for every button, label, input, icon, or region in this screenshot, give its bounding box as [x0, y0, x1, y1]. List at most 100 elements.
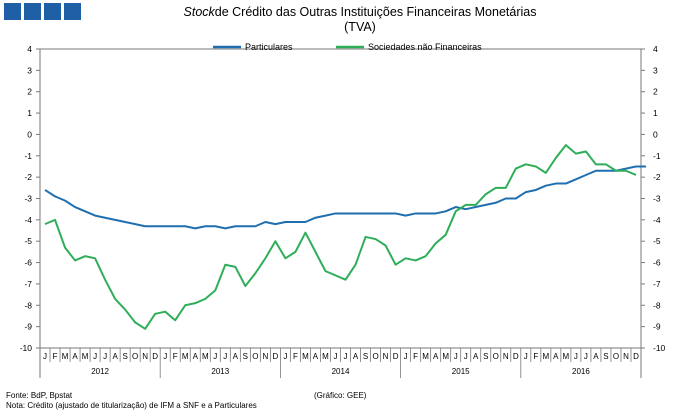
x-month-label: A — [473, 352, 479, 361]
y-tick-label-left: -6 — [24, 258, 32, 268]
x-month-label: J — [404, 352, 408, 361]
y-tick-label-left: 1 — [27, 108, 32, 118]
y-tick-label-right: 1 — [653, 108, 658, 118]
x-month-label: S — [483, 352, 488, 361]
chart-title-rest: de Crédito das Outras Instituições Finan… — [214, 5, 537, 19]
y-tick-label-right: -6 — [653, 258, 661, 268]
x-month-label: J — [524, 352, 528, 361]
x-month-label: N — [142, 352, 148, 361]
x-year-label: 2014 — [332, 367, 350, 376]
x-month-label: M — [182, 352, 189, 361]
x-year-label: 2012 — [91, 367, 109, 376]
x-month-label: O — [493, 352, 499, 361]
y-tick-label-left: -4 — [24, 215, 32, 225]
x-month-label: M — [62, 352, 69, 361]
legend-label: Particulares — [245, 42, 293, 52]
y-tick-label-right: 2 — [653, 87, 658, 97]
y-tick-label-right: 3 — [653, 65, 658, 75]
y-tick-label-right: -3 — [653, 194, 661, 204]
x-month-label: J — [163, 352, 167, 361]
x-month-label: F — [293, 352, 298, 361]
y-tick-label-left: -10 — [20, 343, 33, 353]
x-month-label: A — [433, 352, 439, 361]
y-tick-label-right: -1 — [653, 151, 661, 161]
x-month-label: J — [43, 352, 47, 361]
plot-frame — [39, 48, 642, 349]
graph-credit: (Gráfico: GEE) — [314, 391, 367, 400]
x-month-label: M — [442, 352, 449, 361]
x-month-label: M — [202, 352, 209, 361]
chart-title-italic: Stock — [183, 5, 215, 19]
x-month-label: O — [252, 352, 258, 361]
x-month-label: J — [464, 352, 468, 361]
logo-square — [64, 3, 81, 20]
logo-square — [24, 3, 41, 20]
y-tick-label-left: -8 — [24, 300, 32, 310]
x-month-label: F — [53, 352, 58, 361]
x-month-label: D — [393, 352, 399, 361]
y-tick-label-left: 3 — [27, 65, 32, 75]
x-month-label: A — [313, 352, 319, 361]
y-tick-label-right: -4 — [653, 215, 661, 225]
y-tick-label-right: -8 — [653, 300, 661, 310]
x-month-label: N — [503, 352, 509, 361]
x-month-label: O — [372, 352, 378, 361]
x-year-label: 2016 — [572, 367, 590, 376]
x-month-label: S — [243, 352, 248, 361]
y-tick-label-right: -2 — [653, 172, 661, 182]
x-month-label: D — [152, 352, 158, 361]
x-month-label: S — [363, 352, 368, 361]
logo-square — [44, 3, 61, 20]
x-month-label: J — [333, 352, 337, 361]
x-month-label: S — [122, 352, 127, 361]
x-month-label: J — [454, 352, 458, 361]
x-month-label: F — [413, 352, 418, 361]
x-month-label: J — [213, 352, 217, 361]
x-month-label: A — [553, 352, 559, 361]
y-tick-label-left: -9 — [24, 322, 32, 332]
x-month-label: S — [603, 352, 608, 361]
y-tick-label-left: 4 — [27, 44, 32, 54]
x-year-label: 2013 — [211, 367, 229, 376]
x-month-label: A — [112, 352, 118, 361]
y-tick-label-right: 0 — [653, 129, 658, 139]
x-year-label: 2015 — [452, 367, 470, 376]
x-month-label: D — [513, 352, 519, 361]
x-month-label: J — [223, 352, 227, 361]
x-month-label: A — [353, 352, 359, 361]
y-tick-label-right: -7 — [653, 279, 661, 289]
x-month-label: D — [633, 352, 639, 361]
x-month-label: M — [422, 352, 429, 361]
chart-title: Stockde Crédito das Outras Instituições … — [140, 5, 580, 35]
x-month-label: D — [273, 352, 279, 361]
x-month-label: A — [72, 352, 78, 361]
series-line-particulares — [44, 165, 647, 230]
x-month-label: N — [623, 352, 629, 361]
x-month-label: M — [563, 352, 570, 361]
x-month-label: M — [543, 352, 550, 361]
source-note: Fonte: BdP, Bpstat — [6, 391, 73, 400]
x-month-label: J — [283, 352, 287, 361]
y-tick-label-left: -3 — [24, 194, 32, 204]
x-month-label: M — [302, 352, 309, 361]
x-month-label: J — [344, 352, 348, 361]
x-month-label: F — [173, 352, 178, 361]
series-line-sociedades-nao-financeiras — [44, 144, 637, 330]
y-tick-label-right: -5 — [653, 236, 661, 246]
y-tick-label-right: 4 — [653, 44, 658, 54]
y-tick-label-left: -5 — [24, 236, 32, 246]
y-tick-label-right: -10 — [653, 343, 666, 353]
x-month-label: J — [93, 352, 97, 361]
y-tick-label-left: 0 — [27, 129, 32, 139]
y-tick-label-right: -9 — [653, 322, 661, 332]
x-month-label: A — [233, 352, 239, 361]
chart-subtitle: (TVA) — [344, 20, 376, 34]
y-tick-label-left: 2 — [27, 87, 32, 97]
x-month-label: A — [193, 352, 199, 361]
x-month-label: A — [593, 352, 599, 361]
y-tick-label-left: -1 — [24, 151, 32, 161]
x-month-label: N — [383, 352, 389, 361]
y-tick-label-left: -7 — [24, 279, 32, 289]
x-month-label: O — [132, 352, 138, 361]
